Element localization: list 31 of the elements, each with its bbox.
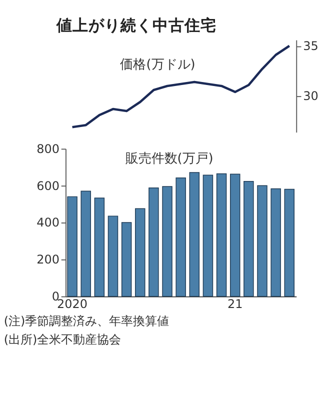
bar: [176, 177, 186, 297]
y-tick-label: 0: [52, 289, 60, 304]
bar: [135, 208, 146, 297]
y-tick-label: 35: [303, 39, 318, 54]
y-tick-label: 30: [303, 89, 318, 104]
bar: [230, 174, 240, 297]
chart-title: 値上がり続く中古住宅: [55, 16, 216, 35]
bar: [216, 173, 227, 297]
bar: [284, 188, 294, 297]
bar: [80, 190, 91, 297]
y-axis-title: 販売件数(万戸): [125, 152, 214, 167]
bar: [162, 186, 172, 297]
y-tick-label: 400: [36, 216, 60, 230]
text: (出所)全米不動産協会: [4, 332, 122, 346]
y-tick-label: 800: [36, 142, 60, 156]
bar: [257, 185, 268, 297]
bar: [202, 174, 214, 297]
bar: [108, 216, 118, 297]
y-tick-label: 600: [36, 178, 60, 193]
y-tick-label: 200: [36, 252, 60, 267]
text: (注)季節調整済み、年率換算値: [4, 314, 170, 328]
y-axis-title: 価格(万ドル): [120, 57, 196, 72]
bar: [148, 187, 159, 297]
bar: [244, 181, 254, 297]
bar: [67, 196, 78, 297]
x-tick-label: 21: [227, 296, 243, 311]
bar: [189, 172, 200, 297]
bar: [94, 198, 105, 297]
line-series: [71, 44, 291, 128]
bar: [270, 188, 281, 297]
bar: [121, 222, 132, 297]
